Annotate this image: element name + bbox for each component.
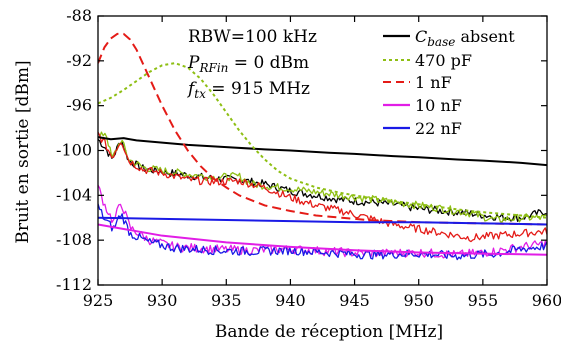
x-tick-label: 935 [211,291,242,310]
series-line-c-base-absent [98,136,547,167]
x-tick-label: 950 [403,291,434,310]
legend-label-470pf: 470 pF [415,51,472,70]
annotation-prfin: PRFin = 0 dBm [187,53,309,75]
plot-area [98,32,547,261]
x-tick-label: 945 [339,291,370,310]
annotation-ftx: ftx = 915 MHz [186,79,310,101]
y-tick-label: -96 [66,96,92,115]
y-tick-label: -100 [56,141,92,160]
x-tick-label: 930 [147,291,178,310]
annotation-rbw: RBW=100 kHz [188,27,317,47]
y-tick-label: -104 [56,185,92,204]
legend-label-22nf: 22 nF [415,119,462,138]
axis-ticks: 925 930 935 940 945 950 955 960 -88 -92 -96 -100 -10… [56,6,561,310]
x-axis-label: Bande de réception [MHz] [215,322,443,342]
x-tick-label: 925 [83,291,114,310]
x-tick-label: 940 [275,291,306,310]
series-line-470-pf [98,62,547,219]
x-tick-label: 955 [468,291,499,310]
x-tick-label: 960 [532,291,561,310]
series-line-c-base-absent-mesure- [98,138,547,222]
legend-label-1nf: 1 nF [415,73,452,92]
series-line-22-nf [98,216,547,226]
series-line-1-nf [98,32,547,226]
series-line-22-nf-mesure- [98,203,547,261]
y-axis-label: Bruit en sortie [dBm] [13,60,33,243]
y-tick-label: -108 [56,230,92,249]
legend: Cbase absent 470 pF 1 nF 10 nF 22 nF [383,27,515,138]
legend-label-10nf: 10 nF [415,96,462,115]
y-tick-label: -112 [56,275,92,294]
series-line-1-nf-mesure- [98,131,547,243]
y-tick-label: -88 [66,6,92,25]
legend-label-cbase: Cbase absent [415,27,515,49]
series-line-10-nf [98,223,547,256]
annotations: RBW=100 kHz PRFin = 0 dBm ftx = 915 MHz [186,27,317,101]
y-tick-label: -92 [66,51,92,70]
